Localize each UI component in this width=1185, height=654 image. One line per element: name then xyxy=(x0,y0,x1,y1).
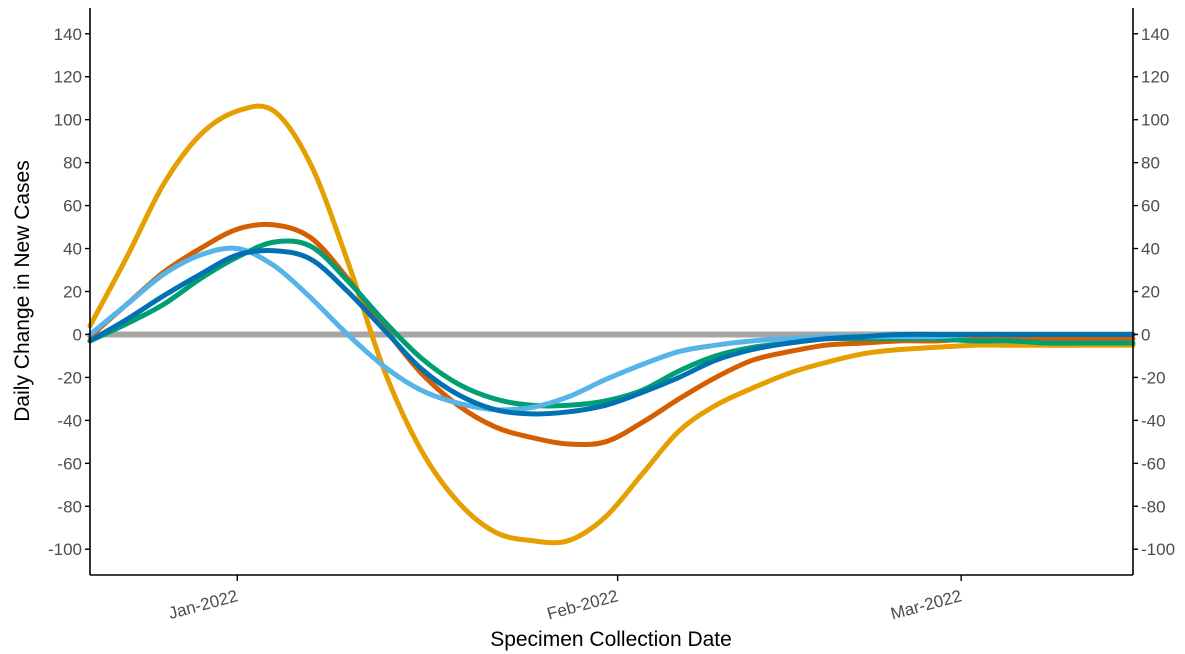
y-tick-label-left-20: 20 xyxy=(63,283,82,302)
y-tick-label-right-neg20: -20 xyxy=(1141,368,1166,387)
axes-layer xyxy=(89,8,1134,576)
y-tick-label-right-neg80: -80 xyxy=(1141,497,1166,516)
y-tick-label-left-80: 80 xyxy=(63,154,82,173)
series-line-4 xyxy=(87,245,1136,413)
y-tick-label-right-20: 20 xyxy=(1141,283,1160,302)
y-tick-label-left-40: 40 xyxy=(63,240,82,259)
y-tick-label-left-60: 60 xyxy=(63,197,82,216)
y-tick-label-left-neg80: -80 xyxy=(57,497,82,516)
x-tick-label-feb-2022: Feb-2022 xyxy=(545,586,620,623)
y-tick-label-left-140: 140 xyxy=(54,25,82,44)
y-tick-label-left-0: 0 xyxy=(73,325,82,344)
y-tick-label-right-neg60: -60 xyxy=(1141,454,1166,473)
y-tick-label-left-100: 100 xyxy=(54,111,82,130)
y-tick-label-left-neg60: -60 xyxy=(57,454,82,473)
y-tick-label-right-neg100: -100 xyxy=(1141,540,1175,559)
x-tick-label-jan-2022: Jan-2022 xyxy=(166,586,239,623)
y-tick-label-right-80: 80 xyxy=(1141,154,1160,173)
y-tick-label-right-100: 100 xyxy=(1141,111,1169,130)
y-ticks-layer: 140 140 120 120 100 100 80 80 60 60 40 40 20 20 0 0 -20 -… xyxy=(48,25,1175,559)
y-tick-label-right-40: 40 xyxy=(1141,240,1160,259)
y-axis-title: Daily Change in New Cases xyxy=(11,160,34,421)
series-line-1 xyxy=(87,103,1136,546)
y-tick-label-left-neg20: -20 xyxy=(57,368,82,387)
y-tick-label-left-neg100: -100 xyxy=(48,540,82,559)
x-tick-label-mar-2022: Mar-2022 xyxy=(889,586,964,623)
series-layer xyxy=(87,103,1136,546)
y-tick-label-right-0: 0 xyxy=(1141,325,1150,344)
x-ticks-layer: Jan-2022 Feb-2022 Mar-2022 xyxy=(166,575,964,623)
y-tick-label-right-neg40: -40 xyxy=(1141,411,1166,430)
y-tick-label-left-120: 120 xyxy=(54,68,82,87)
y-tick-label-left-neg40: -40 xyxy=(57,411,82,430)
y-tick-label-right-120: 120 xyxy=(1141,68,1169,87)
x-axis-title: Specimen Collection Date xyxy=(490,628,732,651)
y-tick-label-right-60: 60 xyxy=(1141,197,1160,216)
series-line-5 xyxy=(87,248,1136,417)
y-tick-label-right-140: 140 xyxy=(1141,25,1169,44)
series-line-3 xyxy=(87,238,1136,409)
